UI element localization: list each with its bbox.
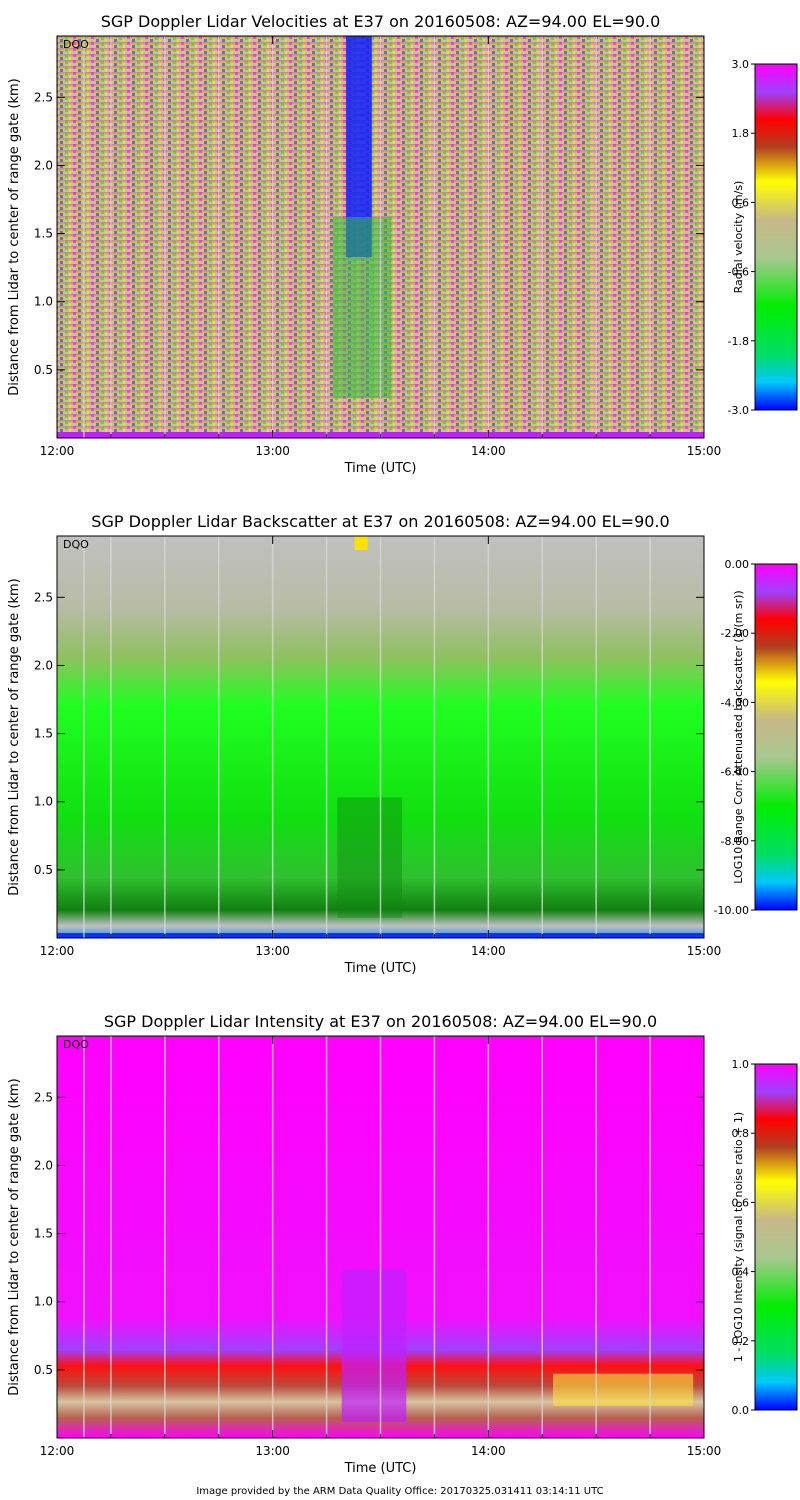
x-tick-label: 15:00 <box>687 444 722 458</box>
colorbar-tick-label: 0.0 <box>732 1404 750 1417</box>
low-snr-gap <box>341 1269 407 1422</box>
x-axis-label: Time (UTC) <box>344 961 417 976</box>
y-axis-label: Distance from Lidar to center of range g… <box>7 578 22 895</box>
y-tick-label: 1.5 <box>34 227 53 241</box>
aerosol-dip <box>337 797 403 918</box>
x-tick-label: 13:00 <box>255 944 290 958</box>
y-tick-label: 1.5 <box>34 1227 53 1241</box>
plot-tag: DQO <box>63 538 89 551</box>
y-tick-label: 1.0 <box>34 295 53 309</box>
x-axis-label: Time (UTC) <box>344 461 417 476</box>
downdraft-region <box>333 216 392 398</box>
chart-panel-3: SGP Doppler Lidar Intensity at E37 on 20… <box>7 1012 798 1476</box>
x-axis-label: Time (UTC) <box>344 1461 417 1476</box>
x-tick-label: 12:00 <box>40 444 75 458</box>
x-tick-label: 12:00 <box>40 1444 75 1458</box>
colorbar-tick-label: -6.00 <box>721 766 749 779</box>
chart-title: SGP Doppler Lidar Velocities at E37 on 2… <box>101 12 661 31</box>
x-tick-label: 13:00 <box>255 1444 290 1458</box>
y-axis-label: Distance from Lidar to center of range g… <box>7 1078 22 1395</box>
x-tick-label: 14:00 <box>471 444 506 458</box>
colorbar-label: LOG10 Range Corr. Attenuated backscatter… <box>732 590 745 883</box>
x-tick-label: 12:00 <box>40 944 75 958</box>
y-tick-label: 2.0 <box>34 1158 53 1172</box>
colorbar-tick-label: 0.2 <box>732 1335 750 1348</box>
colorbar-tick-label: -3.0 <box>728 404 749 417</box>
y-tick-label: 0.5 <box>34 863 53 877</box>
y-tick-label: 2.0 <box>34 658 53 672</box>
y-tick-label: 2.5 <box>34 590 53 604</box>
colorbar-tick-label: -1.8 <box>728 335 749 348</box>
y-tick-label: 2.0 <box>34 158 53 172</box>
colorbar-tick-label: -0.6 <box>728 266 749 279</box>
colorbar-label: 1 - LOG10 Intensity (signal to noise rat… <box>732 1112 745 1362</box>
y-tick-label: 1.0 <box>34 1295 53 1309</box>
colorbar-tick-label: 0.6 <box>732 196 750 209</box>
x-tick-label: 14:00 <box>471 1444 506 1458</box>
chart-panel-1: SGP Doppler Lidar Velocities at E37 on 2… <box>7 12 798 476</box>
plot-tag: DQO <box>63 38 89 51</box>
colorbar-tick-label: 0.6 <box>732 1196 750 1209</box>
high-snr-patch <box>553 1373 694 1406</box>
colorbar <box>754 1063 798 1411</box>
colorbar-tick-label: 1.0 <box>732 1058 750 1071</box>
plot-tag: DQO <box>63 1038 89 1051</box>
x-tick-label: 14:00 <box>471 944 506 958</box>
y-tick-label: 2.5 <box>34 90 53 104</box>
footer-credit: Image provided by the ARM Data Quality O… <box>196 1486 603 1497</box>
colorbar-tick-label: 3.0 <box>732 58 750 71</box>
chart-title: SGP Doppler Lidar Backscatter at E37 on … <box>91 512 669 531</box>
colorbar-tick-label: -8.00 <box>721 835 749 848</box>
y-tick-label: 0.5 <box>34 363 53 377</box>
x-tick-label: 15:00 <box>687 944 722 958</box>
cloud-trace <box>354 536 368 550</box>
colorbar-tick-label: 0.8 <box>732 1127 750 1140</box>
colorbar-tick-label: 0.4 <box>732 1266 750 1279</box>
y-tick-label: 1.0 <box>34 795 53 809</box>
colorbar-tick-label: 0.00 <box>725 558 750 571</box>
x-tick-label: 15:00 <box>687 1444 722 1458</box>
y-tick-label: 2.5 <box>34 1090 53 1104</box>
y-tick-label: 1.5 <box>34 727 53 741</box>
colorbar-tick-label: -2.00 <box>721 627 749 640</box>
colorbar-tick-label: -10.00 <box>714 904 749 917</box>
y-axis-label: Distance from Lidar to center of range g… <box>7 78 22 395</box>
x-tick-label: 13:00 <box>255 444 290 458</box>
y-tick-label: 0.5 <box>34 1363 53 1377</box>
colorbar-tick-label: -4.00 <box>721 696 749 709</box>
colorbar <box>754 63 798 411</box>
colorbar-label: Radial velocity (m/s) <box>732 181 745 294</box>
chart-title: SGP Doppler Lidar Intensity at E37 on 20… <box>104 1012 657 1031</box>
colorbar-tick-label: 1.8 <box>732 127 750 140</box>
colorbar <box>754 563 798 911</box>
chart-panel-2: SGP Doppler Lidar Backscatter at E37 on … <box>7 512 798 976</box>
